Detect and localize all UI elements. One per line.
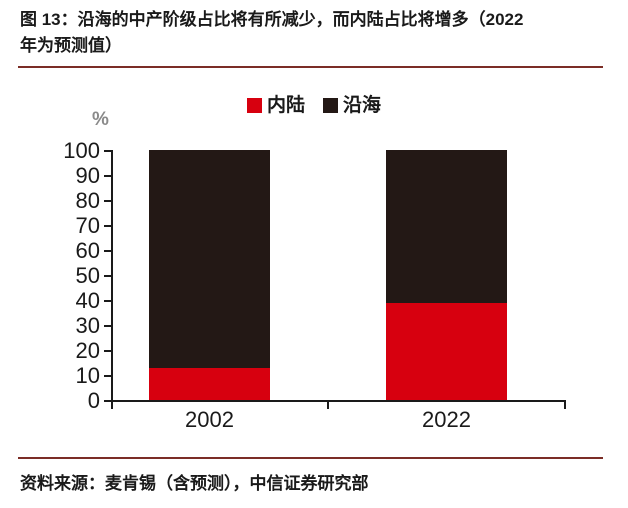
figure-title-line1: 图 13：沿海的中产阶级占比将有所减少，而内陆占比将增多（2022 — [20, 10, 524, 29]
legend-label: 内陆 — [266, 95, 305, 116]
y-axis-tick-label: 80 — [75, 188, 100, 213]
y-axis-tick — [104, 375, 112, 377]
figure-title: 图 13：沿海的中产阶级占比将有所减少，而内陆占比将增多（2022 年为预测值） — [20, 7, 616, 59]
x-axis-line — [111, 400, 566, 402]
y-axis-tick-label: 30 — [75, 313, 100, 338]
y-axis-tick-label: 0 — [87, 388, 100, 413]
y-axis-tick-label: 20 — [75, 338, 100, 363]
x-axis-tick — [564, 402, 566, 409]
legend-swatch-icon — [246, 98, 262, 113]
x-axis-tick — [327, 402, 329, 409]
chart-legend: 内陆 沿海 — [0, 96, 628, 115]
y-axis-tick — [104, 150, 112, 152]
bar-segment-2002-内陆 — [149, 367, 270, 400]
bar-segment-2022-内陆 — [386, 302, 507, 400]
y-axis-tick — [104, 225, 112, 227]
y-axis-tick-label: 50 — [75, 263, 100, 288]
title-divider-line — [18, 66, 603, 68]
y-axis-unit-label: % — [92, 109, 109, 130]
legend-item-沿海: 沿海 — [323, 96, 381, 115]
legend-label: 沿海 — [343, 95, 382, 116]
y-axis-tick — [104, 250, 112, 252]
bar-segment-2002-沿海 — [149, 150, 270, 368]
y-axis-tick — [104, 200, 112, 202]
y-axis-tick — [104, 300, 112, 302]
y-axis-tick-label: 90 — [75, 163, 100, 188]
figure-title-line2: 年为预测值） — [20, 36, 122, 55]
x-axis-tick — [111, 402, 113, 409]
legend-swatch-icon — [323, 98, 338, 113]
y-axis-tick-label: 70 — [75, 213, 100, 238]
y-axis-tick — [104, 275, 112, 277]
y-axis-tick-label: 10 — [75, 363, 100, 388]
footer-divider-line — [18, 457, 603, 459]
x-axis-category-label: 2002 — [185, 407, 234, 432]
legend-item-内陆: 内陆 — [246, 95, 305, 116]
x-axis-category-label: 2022 — [422, 407, 471, 432]
y-axis-tick — [104, 175, 112, 177]
y-axis-tick-label: 40 — [75, 288, 100, 313]
y-axis-line — [111, 150, 113, 402]
bar-segment-2022-沿海 — [386, 150, 507, 303]
y-axis-tick — [104, 350, 112, 352]
source-note: 资料来源：麦肯锡（含预测），中信证券研究部 — [20, 474, 369, 493]
y-axis-tick — [104, 325, 112, 327]
y-axis-tick — [104, 400, 112, 402]
y-axis-tick-label: 100 — [63, 138, 100, 163]
y-axis-tick-label: 60 — [75, 238, 100, 263]
